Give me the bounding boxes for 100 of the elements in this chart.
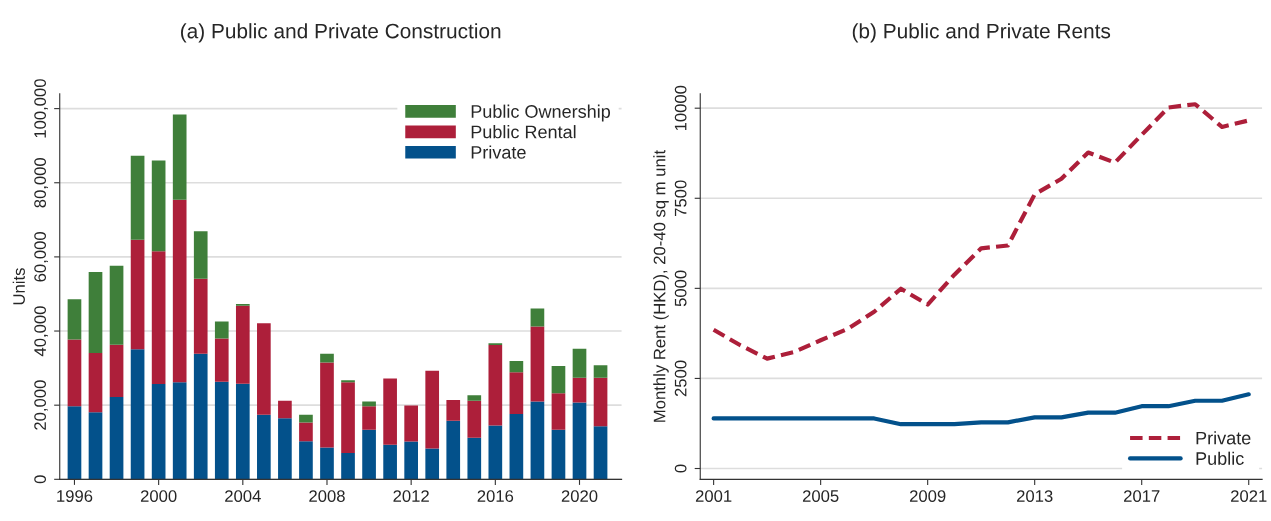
bar [509, 372, 524, 415]
bar [88, 412, 103, 480]
bar [467, 400, 482, 438]
bar [235, 383, 250, 480]
bar [67, 299, 82, 340]
y-axis-title: Monthly Rent (HKD), 20-40 sq m unit [653, 150, 669, 422]
bar [109, 344, 124, 398]
bar [362, 401, 376, 407]
x-tick-label: 2017 [1124, 490, 1160, 502]
x-tick-label: 2013 [1016, 490, 1053, 502]
bar [299, 422, 313, 442]
bar [278, 418, 292, 480]
y-tick-label: 60,000 [34, 232, 48, 282]
bar [151, 160, 166, 252]
legend-label: Public [1196, 451, 1244, 465]
bar [193, 231, 208, 279]
y-tick-label: 7500 [674, 180, 687, 216]
bar [362, 406, 376, 430]
y-tick-label: 0 [34, 475, 47, 484]
bar [193, 278, 208, 354]
bar [109, 397, 124, 480]
bar [130, 349, 145, 480]
bar [341, 453, 355, 480]
bar [551, 365, 566, 394]
legend-label: Public Ownership [471, 104, 611, 122]
x-tick-label: 2009 [909, 490, 946, 502]
bar [214, 321, 229, 339]
x-tick-label: 2005 [802, 490, 839, 502]
bar [404, 405, 418, 442]
bar [299, 441, 313, 480]
bar [488, 345, 503, 426]
bar [88, 352, 103, 413]
bar [551, 429, 566, 480]
bar [172, 199, 187, 383]
bar [278, 400, 292, 419]
bar [509, 414, 524, 480]
bar [383, 378, 397, 445]
bar [130, 155, 145, 240]
bar [214, 381, 229, 480]
y-tick-label: 10000 [674, 85, 687, 131]
bar [593, 377, 608, 427]
bar [151, 384, 166, 480]
y-axis-title: Units [12, 268, 25, 305]
x-tick-label: 2020 [561, 490, 598, 502]
bar [593, 426, 608, 480]
bar [467, 437, 482, 480]
bar [67, 339, 82, 407]
bar [509, 361, 524, 373]
bar [214, 338, 229, 382]
bar [193, 353, 208, 480]
bar [446, 420, 461, 480]
x-tick-label: 2001 [695, 490, 732, 502]
bar [425, 448, 440, 480]
bar [67, 406, 82, 480]
y-tick-label: 40,000 [34, 306, 48, 357]
bar [257, 323, 271, 415]
bar [551, 393, 566, 430]
x-tick-label: 2016 [477, 490, 514, 502]
bar [383, 444, 397, 480]
y-tick-label: 0 [674, 464, 687, 473]
bar [257, 414, 271, 480]
bar [530, 326, 545, 402]
bar [572, 348, 587, 378]
x-tick-label: 1996 [57, 490, 93, 502]
y-tick-label: 20,000 [34, 380, 48, 430]
bar [172, 382, 187, 480]
legend-label: Public Rental [471, 125, 576, 139]
legend-label: Private [471, 145, 526, 159]
y-tick-label: 5000 [674, 270, 687, 307]
x-tick-label: 2008 [309, 490, 345, 502]
bar [341, 382, 355, 453]
bar [320, 362, 334, 448]
chart-title: (b) Public and Private Rents [852, 23, 1111, 43]
bar [530, 401, 545, 480]
y-tick-label: 100,000 [34, 79, 48, 138]
bar [88, 272, 103, 353]
x-tick-label: 2012 [393, 490, 429, 502]
bar [130, 239, 145, 350]
y-tick-label: 80,000 [34, 157, 48, 208]
chart-title: (a) Public and Private Construction [181, 23, 501, 43]
bar [151, 251, 166, 385]
bar [488, 425, 503, 480]
legend-label: Private [1196, 431, 1251, 445]
bar [593, 365, 608, 378]
bar [530, 308, 545, 327]
bar [572, 377, 587, 403]
line-series [711, 392, 1251, 427]
bar [320, 447, 334, 480]
x-tick-label: 2000 [140, 490, 177, 502]
bar [172, 114, 187, 200]
bar [109, 265, 124, 345]
bar [404, 441, 418, 480]
x-tick-label: 2004 [225, 490, 261, 502]
bar [235, 305, 250, 384]
bar [572, 402, 587, 480]
x-tick-label: 2021 [1231, 490, 1267, 502]
bar [299, 414, 313, 423]
bar [320, 353, 334, 363]
bar [425, 370, 440, 449]
bar [362, 429, 376, 480]
